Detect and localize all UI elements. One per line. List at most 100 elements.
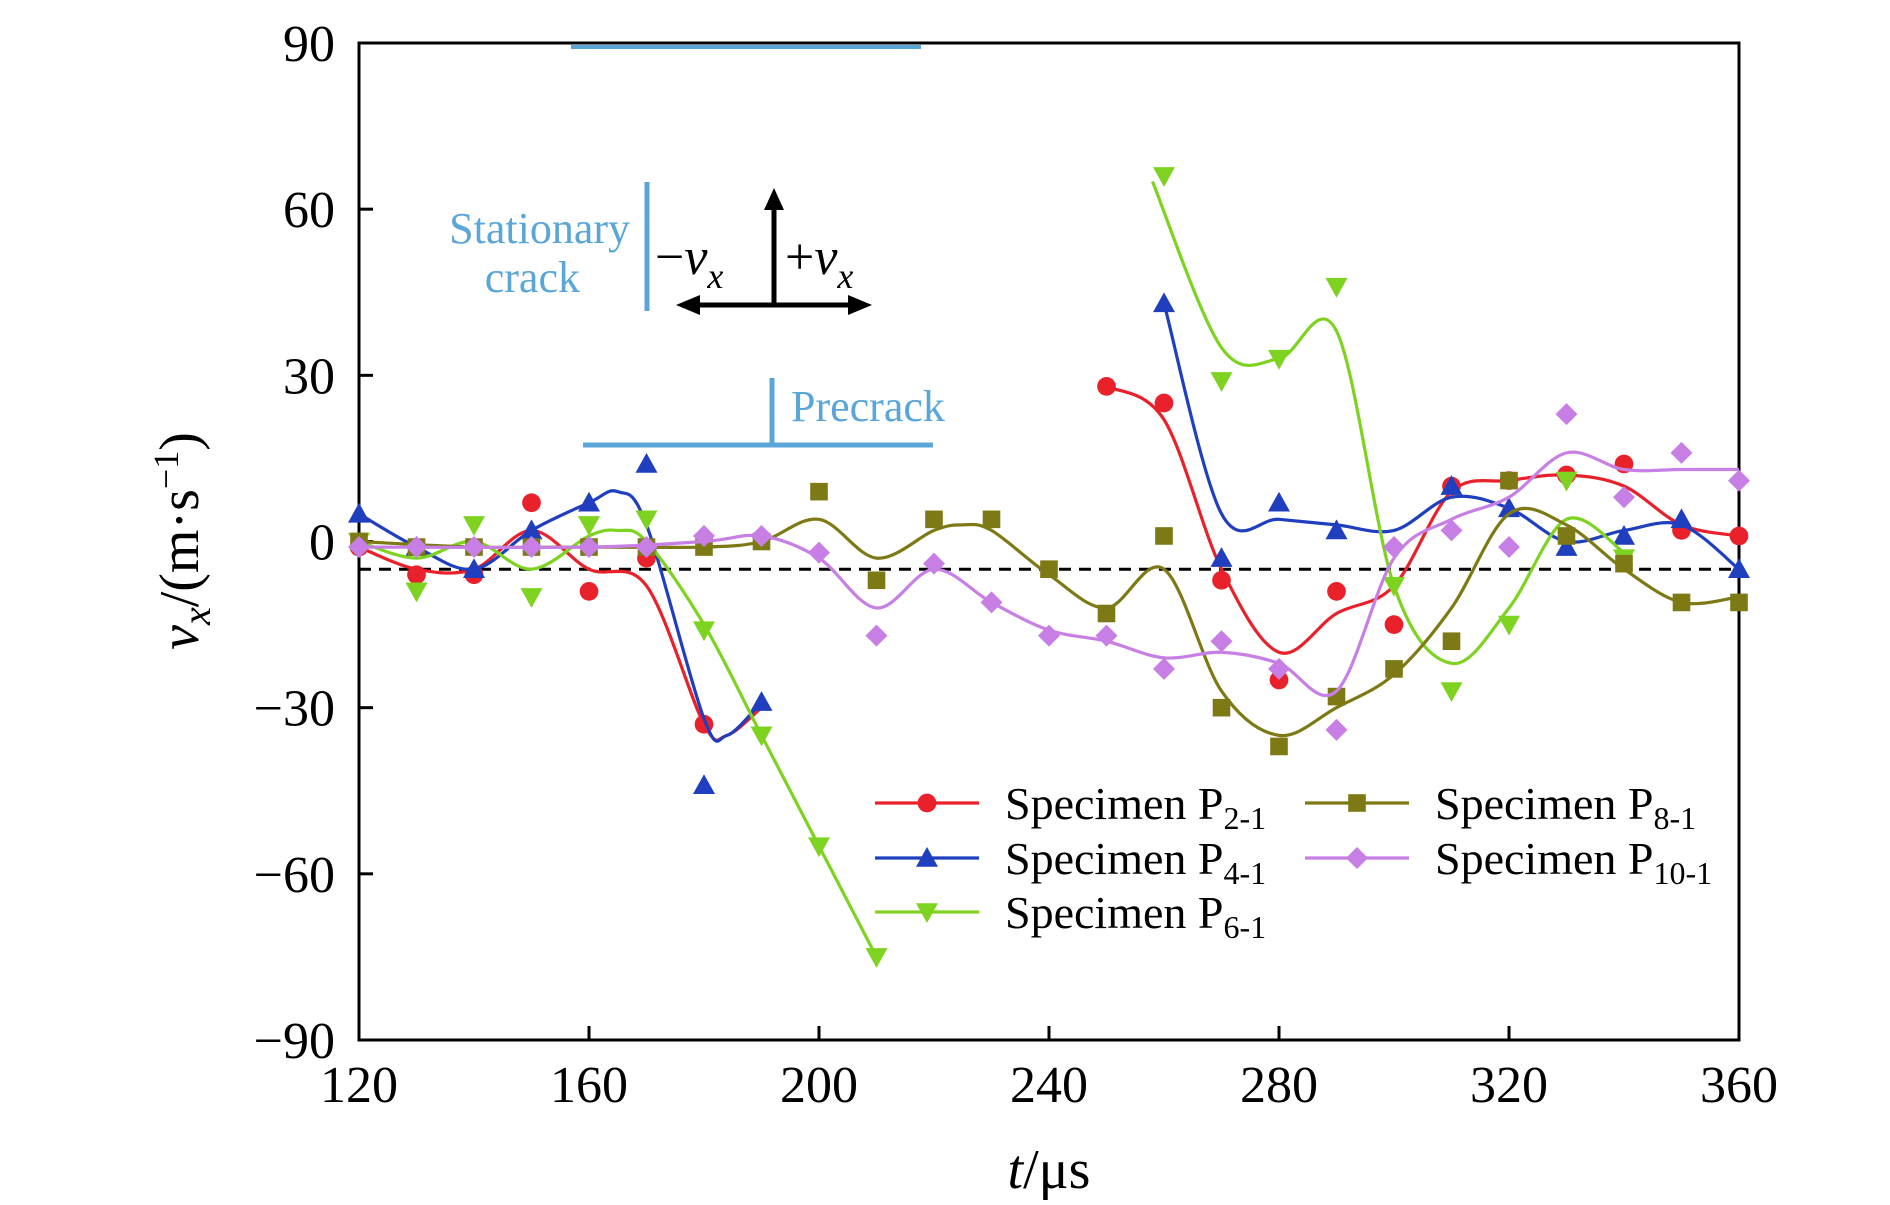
data-point-8-1: [1097, 604, 1116, 623]
legend-item-6-1: Specimen P6-1: [875, 887, 1266, 945]
data-point-6-1: [520, 588, 543, 608]
data-point-10-1: [923, 552, 945, 575]
data-point-2-1: [1384, 615, 1404, 634]
series-line-6-1: [1151, 180, 1625, 665]
data-point-10-1: [808, 541, 830, 564]
data-point-4-1: [348, 502, 370, 523]
data-point-10-1: [1670, 441, 1693, 464]
data-point-4-1: [1613, 524, 1635, 545]
data-point-4-1: [463, 558, 485, 578]
data-point-10-1: [1555, 403, 1578, 426]
data-point-2-1: [1154, 393, 1174, 413]
data-point-10-1: [1383, 536, 1405, 559]
legend-marker: [1346, 847, 1368, 869]
series-line-8-1: [358, 506, 1740, 738]
data-point-10-1: [1728, 469, 1750, 492]
minus-vx-label: −vx: [655, 229, 723, 296]
data-point-10-1: [1613, 486, 1635, 509]
x-tick-label: 160: [550, 1057, 628, 1114]
legend-marker: [1348, 794, 1366, 812]
legend-marker: [916, 847, 938, 867]
data-point-6-1: [578, 516, 600, 536]
legend-marker: [917, 793, 937, 813]
data-point-8-1: [1040, 560, 1058, 578]
data-point-6-1: [635, 510, 658, 531]
data-point-10-1: [578, 536, 600, 559]
legend-item-2-1: Specimen P2-1: [875, 778, 1266, 836]
data-point-10-1: [1038, 624, 1060, 647]
data-point-6-1: [1555, 471, 1578, 492]
data-point-4-1: [1555, 536, 1578, 556]
series-4-1: [348, 292, 1750, 795]
y-tick-label: 30: [283, 348, 335, 405]
x-tick-label: 120: [320, 1057, 398, 1114]
series-line-10-1: [358, 450, 1739, 698]
data-point-4-1: [1210, 547, 1233, 567]
data-point-8-1: [1615, 554, 1633, 573]
precrack-annotation: Precrack: [583, 378, 945, 448]
data-point-6-1: [808, 837, 830, 858]
y-axis-title: vx/(m·s−1): [146, 432, 219, 650]
data-point-8-1: [1557, 527, 1576, 545]
data-point-10-1: [1325, 718, 1348, 741]
data-point-4-1: [1728, 558, 1750, 578]
series-line-4-1: [1162, 302, 1741, 571]
data-point-10-1: [865, 624, 888, 647]
y-tick-label: 90: [283, 16, 335, 73]
data-point-8-1: [1672, 593, 1691, 612]
series-layer: [348, 167, 1750, 968]
data-point-4-1: [693, 774, 715, 795]
data-point-4-1: [1670, 508, 1693, 529]
data-point-6-1: [1498, 615, 1520, 636]
data-point-8-1: [1385, 660, 1403, 678]
data-point-10-1: [1268, 657, 1290, 680]
data-point-6-1: [1325, 277, 1348, 298]
data-point-6-1: [1383, 577, 1405, 597]
data-point-10-1: [1498, 536, 1520, 559]
data-point-10-1: [750, 524, 773, 547]
data-point-10-1: [1095, 624, 1118, 647]
data-point-8-1: [1327, 687, 1346, 706]
y-tick-label: −90: [254, 1013, 335, 1070]
plus-vx-label: +vx: [785, 229, 853, 296]
data-point-6-1: [1210, 372, 1233, 392]
velocity-direction-arrows: −vx +vx: [655, 188, 872, 315]
y-tick-label: −30: [254, 681, 335, 738]
x-tick-label: 280: [1240, 1057, 1318, 1114]
data-point-4-1: [1440, 475, 1463, 495]
data-point-2-1: [407, 565, 426, 585]
axis-ticks: [357, 41, 1741, 1042]
legend-item-10-1: Specimen P10-1: [1305, 833, 1712, 891]
axis-tick-labels: 120 160 200 240 280 320 360 90 60 30 0 −30 −60 −90: [254, 16, 1778, 1114]
precrack-label: Precrack: [791, 382, 945, 431]
data-point-8-1: [1730, 593, 1748, 612]
data-point-4-1: [635, 452, 658, 473]
x-tick-label: 200: [780, 1057, 858, 1114]
stationary-crack-label-2: crack: [485, 253, 580, 302]
x-tick-label: 360: [1700, 1057, 1778, 1114]
data-point-6-1: [1268, 349, 1290, 370]
data-point-8-1: [1270, 737, 1288, 756]
data-point-8-1: [1442, 632, 1461, 650]
data-point-10-1: [693, 524, 715, 547]
data-point-6-1: [1153, 167, 1175, 187]
series-line-6-1: [358, 528, 878, 958]
legend-item-8-1: Specimen P8-1: [1305, 778, 1696, 836]
data-point-8-1: [982, 510, 1001, 529]
legend-marker: [916, 903, 938, 923]
series-10-1: [348, 403, 1750, 741]
legend-label: Specimen P2-1: [1005, 778, 1266, 836]
data-point-2-1: [579, 582, 599, 601]
data-point-4-1: [1153, 292, 1175, 313]
data-point-4-1: [750, 691, 773, 711]
data-point-2-1: [522, 493, 541, 513]
data-point-2-1: [1212, 570, 1231, 590]
data-point-4-1: [578, 491, 600, 512]
data-point-8-1: [1500, 471, 1518, 490]
data-point-8-1: [925, 510, 943, 529]
data-point-10-1: [1210, 630, 1233, 653]
y-tick-label: 60: [283, 182, 335, 239]
data-point-2-1: [1327, 582, 1346, 601]
legend-label: Specimen P8-1: [1435, 778, 1696, 836]
